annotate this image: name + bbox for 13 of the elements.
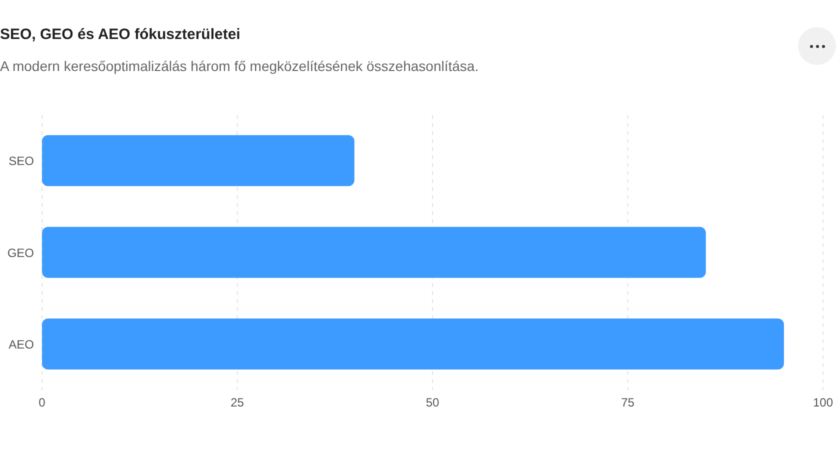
y-tick-label: AEO [8,337,34,352]
x-tick-label: 100 [812,396,834,410]
y-tick-label: GEO [7,246,34,260]
chart-subtitle: A modern keresőoptimalizálás három fő megközelítésének összehasonlítása. [0,58,479,74]
x-tick-label: 25 [230,396,244,410]
chart-title: SEO, GEO és AEO fókuszterületei [0,26,240,43]
x-tick-label: 75 [621,396,635,410]
bar [42,135,354,186]
x-tick-label: 50 [426,396,440,410]
bar [42,226,706,278]
bar [42,318,784,370]
x-tick-label: 0 [38,396,46,410]
y-tick-label: SEO [8,154,34,168]
